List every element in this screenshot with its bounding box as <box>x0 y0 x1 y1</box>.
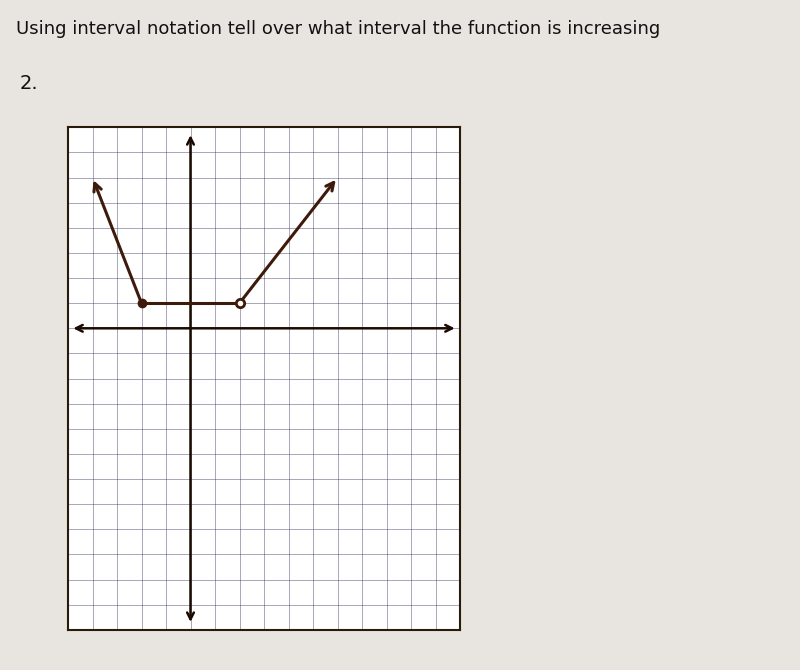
Text: Using interval notation tell over what interval the function is increasing: Using interval notation tell over what i… <box>16 20 660 38</box>
Text: 2.: 2. <box>20 74 38 92</box>
